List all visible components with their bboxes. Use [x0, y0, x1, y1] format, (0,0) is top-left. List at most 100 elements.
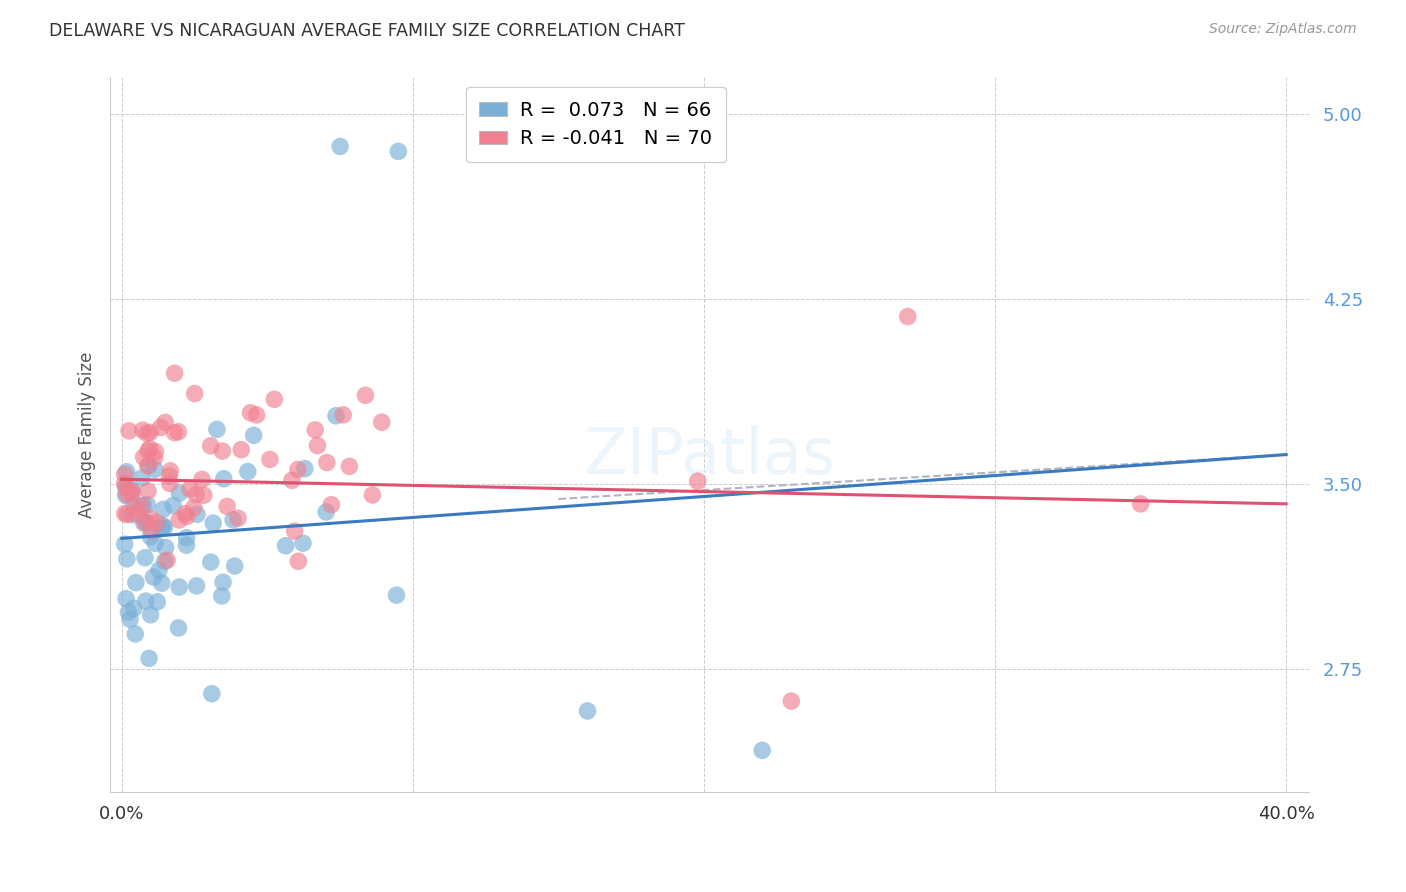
- Point: [179, 482, 201, 496]
- Point: [143, 450, 166, 465]
- Point: [202, 516, 225, 530]
- Point: [132, 516, 155, 531]
- Point: [212, 575, 235, 590]
- Point: [118, 424, 141, 438]
- Point: [134, 550, 156, 565]
- Point: [281, 474, 304, 488]
- Legend: R =  0.073   N = 66, R = -0.041   N = 70: R = 0.073 N = 66, R = -0.041 N = 70: [465, 87, 725, 162]
- Point: [138, 442, 160, 456]
- Point: [115, 481, 138, 495]
- Point: [576, 704, 599, 718]
- Point: [329, 139, 352, 153]
- Point: [138, 458, 160, 473]
- Point: [139, 425, 162, 440]
- Point: [136, 516, 159, 530]
- Point: [155, 541, 177, 555]
- Point: [304, 423, 326, 437]
- Point: [686, 474, 709, 488]
- Point: [205, 422, 228, 436]
- Point: [155, 416, 177, 430]
- Point: [186, 508, 208, 522]
- Point: [120, 485, 142, 500]
- Point: [114, 467, 136, 482]
- Point: [167, 580, 190, 594]
- Point: [174, 507, 197, 521]
- Point: [287, 554, 309, 568]
- Point: [274, 539, 297, 553]
- Point: [125, 575, 148, 590]
- Point: [121, 483, 143, 498]
- Point: [163, 425, 186, 440]
- Point: [242, 428, 264, 442]
- Point: [136, 458, 159, 473]
- Point: [141, 524, 163, 538]
- Point: [1129, 497, 1152, 511]
- Point: [135, 594, 157, 608]
- Point: [176, 531, 198, 545]
- Y-axis label: Average Family Size: Average Family Size: [79, 351, 96, 518]
- Point: [159, 464, 181, 478]
- Point: [236, 465, 259, 479]
- Point: [136, 483, 159, 498]
- Point: [211, 444, 233, 458]
- Point: [167, 621, 190, 635]
- Point: [121, 494, 143, 508]
- Point: [156, 553, 179, 567]
- Point: [115, 552, 138, 566]
- Point: [121, 508, 143, 522]
- Point: [370, 415, 392, 429]
- Point: [159, 469, 181, 483]
- Point: [153, 554, 176, 568]
- Point: [337, 459, 360, 474]
- Point: [132, 499, 155, 513]
- Point: [200, 439, 222, 453]
- Point: [120, 612, 142, 626]
- Point: [222, 513, 245, 527]
- Point: [163, 366, 186, 380]
- Point: [139, 530, 162, 544]
- Point: [167, 425, 190, 439]
- Point: [139, 511, 162, 525]
- Point: [132, 450, 155, 465]
- Point: [146, 516, 169, 530]
- Point: [292, 536, 315, 550]
- Point: [284, 524, 307, 538]
- Point: [239, 406, 262, 420]
- Point: [150, 576, 173, 591]
- Point: [231, 442, 253, 457]
- Point: [224, 559, 246, 574]
- Point: [315, 505, 337, 519]
- Point: [751, 743, 773, 757]
- Point: [146, 595, 169, 609]
- Point: [169, 486, 191, 500]
- Point: [217, 500, 239, 514]
- Point: [121, 484, 143, 499]
- Point: [150, 521, 173, 535]
- Point: [287, 462, 309, 476]
- Point: [114, 537, 136, 551]
- Point: [131, 471, 153, 485]
- Point: [132, 423, 155, 437]
- Point: [124, 627, 146, 641]
- Point: [122, 601, 145, 615]
- Point: [153, 520, 176, 534]
- Point: [361, 488, 384, 502]
- Point: [159, 476, 181, 491]
- Point: [115, 487, 138, 501]
- Point: [212, 472, 235, 486]
- Point: [780, 694, 803, 708]
- Point: [135, 426, 157, 441]
- Point: [117, 605, 139, 619]
- Point: [183, 500, 205, 515]
- Point: [142, 570, 165, 584]
- Point: [200, 555, 222, 569]
- Point: [211, 589, 233, 603]
- Point: [139, 607, 162, 622]
- Point: [136, 498, 159, 512]
- Point: [332, 408, 354, 422]
- Text: Source: ZipAtlas.com: Source: ZipAtlas.com: [1209, 22, 1357, 37]
- Point: [167, 513, 190, 527]
- Point: [263, 392, 285, 407]
- Point: [138, 651, 160, 665]
- Point: [152, 518, 174, 533]
